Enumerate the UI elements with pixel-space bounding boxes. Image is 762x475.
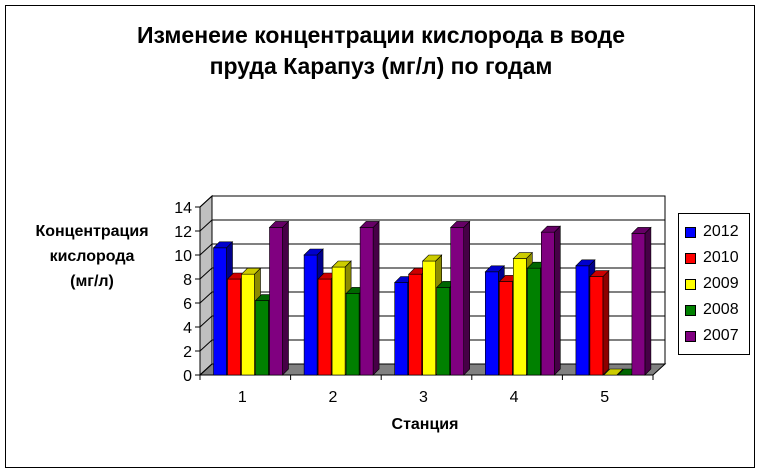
- y-tick-label-10: 10: [174, 248, 192, 265]
- bar-2007-station-3: [449, 220, 471, 376]
- legend-label-2010: 2010: [703, 249, 739, 266]
- bar-2007-station-5: [631, 226, 652, 376]
- legend-swatch-2009: [685, 278, 696, 290]
- bar-2010-station-5: [589, 269, 610, 376]
- y-axis-label-line-2: кислорода: [49, 248, 135, 265]
- gridline-side-10: [199, 243, 213, 256]
- y-tick-label-2: 2: [183, 344, 192, 361]
- plot-side-wall: [199, 194, 213, 377]
- legend-swatch-2012: [685, 226, 696, 238]
- legend-label-2007: 2007: [703, 327, 739, 344]
- bar-2009-station-5: [603, 368, 624, 376]
- gridline-side-8: [199, 267, 213, 280]
- gridline-side-12: [199, 219, 213, 232]
- chart-title-line-2: пруда Карапуз (мг/л) по годам: [209, 53, 553, 79]
- legend-swatch-2010: [685, 252, 696, 264]
- legend-swatch-2007: [685, 330, 696, 342]
- bar-2007-station-1: [268, 220, 290, 376]
- legend-item-2010: 2010: [685, 248, 739, 268]
- gridline-side-2: [199, 339, 213, 352]
- chart-title-line-1: Изменеие концентрации кислорода в воде: [137, 22, 625, 48]
- x-axis-label: Станция: [391, 416, 459, 433]
- legend-item-2008: 2008: [685, 300, 739, 320]
- x-tick-label-5: 5: [600, 389, 609, 406]
- bar-2007-station-4: [540, 225, 562, 376]
- legend-swatch-2008: [685, 304, 696, 316]
- gridline-side-6: [199, 291, 213, 304]
- bar-2007-station-2: [359, 220, 380, 376]
- y-tick-label-0: 0: [183, 368, 192, 385]
- y-tick-label-6: 6: [183, 296, 192, 313]
- y-tick-label-12: 12: [174, 224, 192, 241]
- gridline-side-4: [199, 315, 213, 328]
- legend-item-2009: 2009: [685, 274, 739, 294]
- y-tick-label-14: 14: [174, 200, 192, 217]
- gridline-side-14: [199, 195, 213, 208]
- x-tick-label-4: 4: [510, 389, 519, 406]
- legend-label-2009: 2009: [703, 275, 739, 292]
- chart-title: Изменеие концентрации кислорода в воде п…: [0, 20, 762, 82]
- y-tick-label-8: 8: [183, 272, 192, 289]
- x-tick-label-2: 2: [328, 389, 337, 406]
- y-axis-label: Концентрация кислорода (мг/л): [18, 219, 166, 294]
- x-tick-label-1: 1: [238, 389, 247, 406]
- y-tick-label-4: 4: [183, 320, 192, 337]
- legend-label-2008: 2008: [703, 301, 739, 318]
- legend-item-2012: 2012: [685, 222, 739, 242]
- legend-label-2012: 2012: [703, 223, 739, 240]
- y-axis-label-line-3: (мг/л): [70, 273, 114, 290]
- gridline-side-0: [199, 363, 213, 376]
- x-tick-label-3: 3: [419, 389, 428, 406]
- legend-item-2007: 2007: [685, 326, 739, 346]
- y-axis-label-line-1: Концентрация: [35, 223, 149, 240]
- legend: 2012 2010 2009 2008 2007: [678, 213, 750, 355]
